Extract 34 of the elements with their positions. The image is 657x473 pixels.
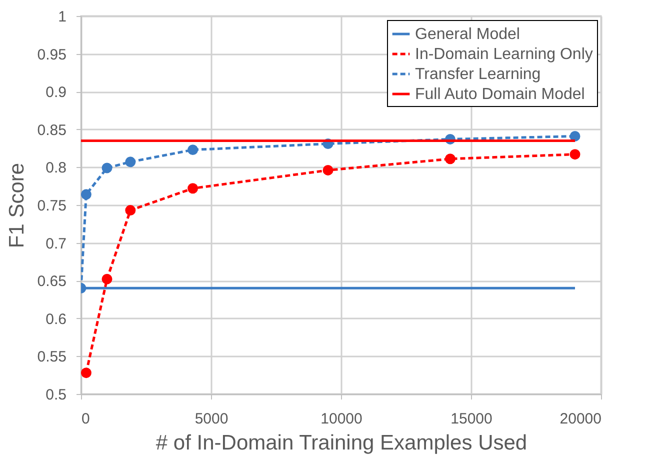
legend-label: In-Domain Learning Only [415,46,593,63]
legend-label: Full Auto Domain Model [415,86,585,103]
y-tick-label: 0.8 [46,160,66,177]
x-tick-label: 5000 [194,410,228,428]
x-tick-label: 10000 [320,410,362,428]
x-tick-label: 0 [82,410,90,428]
point [125,156,136,168]
legend-label: General Model [415,26,520,43]
point [188,183,198,194]
y-tick-label: 0.55 [37,348,66,366]
point [81,368,92,378]
y-tick-label: 0.9 [46,84,66,102]
y-tick-label: 0.85 [37,122,66,139]
y-axis-title: F1 Score [5,162,28,248]
point [125,205,136,216]
point [102,162,112,174]
point [444,154,456,164]
point [81,189,92,200]
y-tick-label: 0.65 [37,273,66,290]
x-axis-title: # of In-Domain Training Examples Used [156,432,528,454]
x-tick-label: 20000 [560,410,602,428]
y-tick-label: 0.75 [37,198,66,214]
y-tick-label: 1 [58,8,66,26]
point [188,144,198,156]
legend-label: Transfer Learning [415,66,541,83]
y-tick-label: 0.7 [46,235,66,252]
y-tick-label: 0.95 [37,46,66,64]
point [322,164,334,176]
point [102,274,112,284]
x-tick-label: 15000 [450,410,492,428]
y-tick-label: 0.5 [46,386,66,404]
point [570,130,580,142]
y-tick-label: 0.6 [46,310,66,328]
point [570,149,580,160]
